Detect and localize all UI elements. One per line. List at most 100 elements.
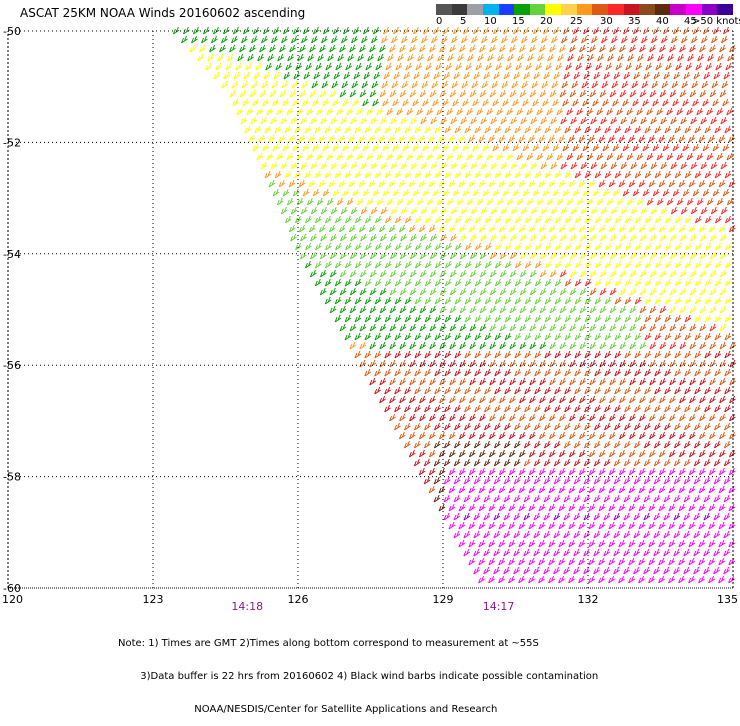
wind-barb <box>360 233 367 242</box>
wind-barb <box>251 35 258 44</box>
wind-barb <box>499 305 507 314</box>
wind-barb <box>644 332 652 341</box>
wind-barb <box>370 206 378 215</box>
wind-barb <box>638 575 645 584</box>
wind-barb <box>399 287 407 296</box>
wind-barb <box>684 422 691 431</box>
wind-barb <box>420 206 428 215</box>
wind-barb <box>564 332 572 341</box>
wind-barb <box>509 251 517 260</box>
wind-barb <box>399 305 407 314</box>
wind-barb <box>689 395 696 404</box>
wind-barb <box>726 197 734 206</box>
wind-barb <box>514 125 522 134</box>
wind-barb <box>285 62 293 71</box>
wind-barb <box>645 242 652 251</box>
wind-barb <box>599 89 607 98</box>
wind-barb <box>526 107 534 116</box>
wind-barb <box>480 116 488 125</box>
wind-barb <box>286 107 294 116</box>
wind-barb <box>488 521 496 530</box>
wind-barb <box>470 233 477 242</box>
wind-barb <box>619 377 627 386</box>
wind-barb <box>593 548 601 557</box>
wind-barb <box>354 215 362 224</box>
wind-barb <box>586 107 594 116</box>
wind-barb <box>359 89 367 98</box>
wind-barb <box>474 404 481 413</box>
wind-barb <box>699 431 706 440</box>
wind-barb <box>517 53 524 62</box>
wind-barb <box>639 341 647 350</box>
wind-barb <box>464 215 472 224</box>
wind-barb <box>700 116 708 125</box>
wind-barb <box>629 359 637 368</box>
wind-barb <box>728 449 736 458</box>
wind-barb <box>268 134 276 143</box>
wind-barb <box>629 44 636 53</box>
wind-barb <box>570 116 578 125</box>
wind-barb <box>688 521 696 530</box>
wind-barb <box>613 494 621 503</box>
wind-barb <box>654 125 662 134</box>
map-frame <box>7 30 734 589</box>
wind-barb <box>599 341 607 350</box>
wind-barb <box>501 80 509 89</box>
wind-barb <box>462 98 469 107</box>
wind-barb <box>518 224 526 233</box>
wind-barb <box>589 359 597 368</box>
wind-barb <box>408 179 416 188</box>
wind-barb <box>636 107 644 116</box>
wind-barb <box>566 197 574 206</box>
wind-barb <box>659 305 667 314</box>
wind-barb <box>683 71 691 80</box>
wind-barb <box>469 377 477 386</box>
wind-barb <box>439 251 447 260</box>
wind-barb <box>398 224 406 233</box>
wind-barb <box>664 404 671 413</box>
wind-barb <box>480 206 488 215</box>
wind-barb <box>714 404 721 413</box>
wind-barb <box>366 107 374 116</box>
wind-barb <box>428 179 436 188</box>
wind-barb <box>613 458 621 467</box>
wind-barb <box>698 557 706 566</box>
legend-label-3: 15 <box>512 16 525 27</box>
wind-barb <box>394 332 402 341</box>
wind-barb <box>270 116 278 125</box>
wind-barb <box>498 557 506 566</box>
wind-barb <box>430 116 438 125</box>
wind-barb <box>413 440 421 449</box>
wind-barb <box>434 170 442 179</box>
wind-barb <box>658 224 666 233</box>
wind-barb <box>675 242 682 251</box>
legend-label-10: >50 knots <box>692 16 740 27</box>
wind-barb <box>632 188 640 197</box>
wind-barb <box>554 422 561 431</box>
legend-swatch-10 <box>592 4 608 15</box>
wind-barb <box>633 458 641 467</box>
wind-barb <box>539 323 547 332</box>
wind-barb <box>242 98 249 107</box>
wind-barb <box>464 422 471 431</box>
legend-swatch-9 <box>576 4 593 15</box>
wind-barb <box>689 359 697 368</box>
wind-barb <box>696 152 704 161</box>
wind-barb <box>699 44 706 53</box>
wind-barb <box>679 359 687 368</box>
wind-barb <box>316 107 324 116</box>
wind-barb <box>568 467 576 476</box>
wind-barb <box>589 287 597 296</box>
wind-barb <box>299 44 306 53</box>
wind-barb <box>429 305 437 314</box>
wind-barb <box>530 161 538 170</box>
wind-barb <box>704 125 712 134</box>
wind-barb <box>713 494 721 503</box>
wind-barb <box>629 413 636 422</box>
wind-barb <box>519 359 527 368</box>
wind-barb <box>594 422 601 431</box>
wind-barb <box>436 107 444 116</box>
wind-barb <box>535 242 542 251</box>
wind-barb <box>635 62 643 71</box>
wind-barb <box>656 107 664 116</box>
